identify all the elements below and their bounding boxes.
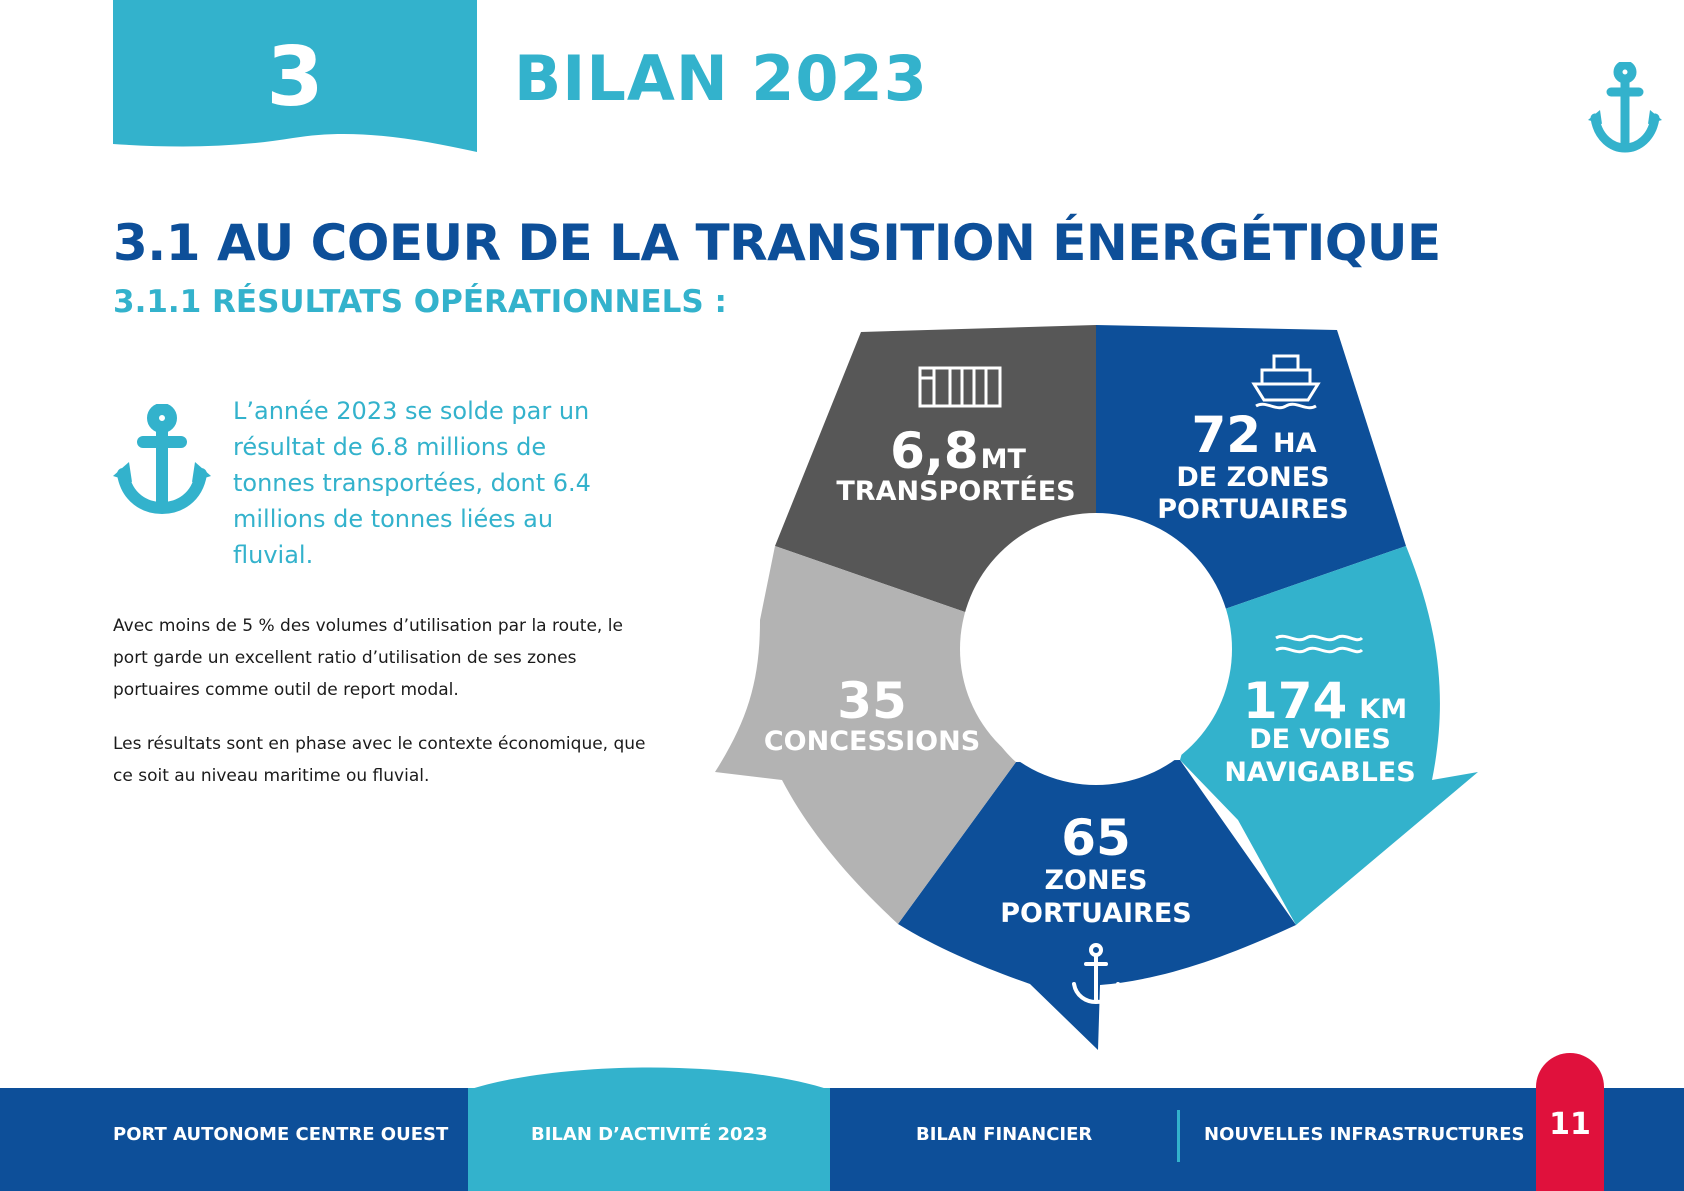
subsection-title: 3.1.1 RÉSULTATS OPÉRATIONNELS : [113,284,727,320]
anchor-icon [113,403,211,520]
segment-value: 174 KM [1243,672,1407,730]
footer-link-port[interactable]: PORT AUTONOME CENTRE OUEST [113,1124,449,1145]
segment-label: DE ZONES [1176,462,1329,493]
chapter-badge: 3 [113,0,477,155]
footer-divider [1177,1110,1180,1162]
segment-label: TRANSPORTÉES [836,475,1075,507]
footer-link-financial[interactable]: BILAN FINANCIER [916,1124,1093,1145]
segment-port-zones: 65 ZONES PORTUAIRES [898,760,1296,1050]
anchor-icon [1588,60,1662,158]
body-paragraph: Les résultats sont en phase avec le cont… [113,734,646,786]
chapter-title: BILAN 2023 [514,42,928,115]
segment-concessions: 35 CONCESSIONS [715,546,1016,924]
section-title: 3.1 AU COEUR DE LA TRANSITION ÉNERGÉTIQU… [113,214,1441,272]
footer-wave [468,1067,830,1090]
segment-label: ZONES [1044,865,1147,896]
chapter-badge-shape [113,0,477,152]
footer-link-activity-report[interactable]: BILAN D’ACTIVITÉ 2023 [531,1124,768,1145]
segment-label: PORTUAIRES [1157,494,1348,525]
container-icon [918,366,1002,408]
results-infographic: 6,8MT TRANSPORTÉES 72 HA DE ZONES PORTUAI… [715,325,1478,1050]
footer-link-infrastructures[interactable]: NOUVELLES INFRASTRUCTURES [1204,1124,1525,1145]
segment-label: CONCESSIONS [764,726,980,757]
chapter-number: 3 [266,30,324,125]
segment-label: DE VOIES [1249,724,1391,755]
segment-value: 65 [1061,809,1131,867]
segment-value: 35 [837,672,907,730]
segment-value: 6,8MT [890,422,1026,480]
highlight-text: L’année 2023 se solde par un résultat de… [233,397,591,569]
page-number: 11 [1549,1107,1591,1142]
page-number-tab: 11 [1536,1053,1604,1191]
body-paragraph: Avec moins de 5 % des volumes d’utilisat… [113,616,623,700]
boat-icon [1251,354,1321,410]
segment-label: NAVIGABLES [1224,757,1415,788]
waves-icon [1275,634,1364,654]
footer-active-tab [468,1088,830,1191]
segment-value: 72 HA [1191,406,1316,464]
footer-nav: PORT AUTONOME CENTRE OUEST BILAN D’ACTIV… [0,1088,1684,1191]
segment-label: PORTUAIRES [1000,898,1191,929]
segment-waterways: 174 KM DE VOIES NAVIGABLES [1180,546,1478,925]
anchor-icon [1072,943,1120,1005]
donut-center [960,513,1232,785]
